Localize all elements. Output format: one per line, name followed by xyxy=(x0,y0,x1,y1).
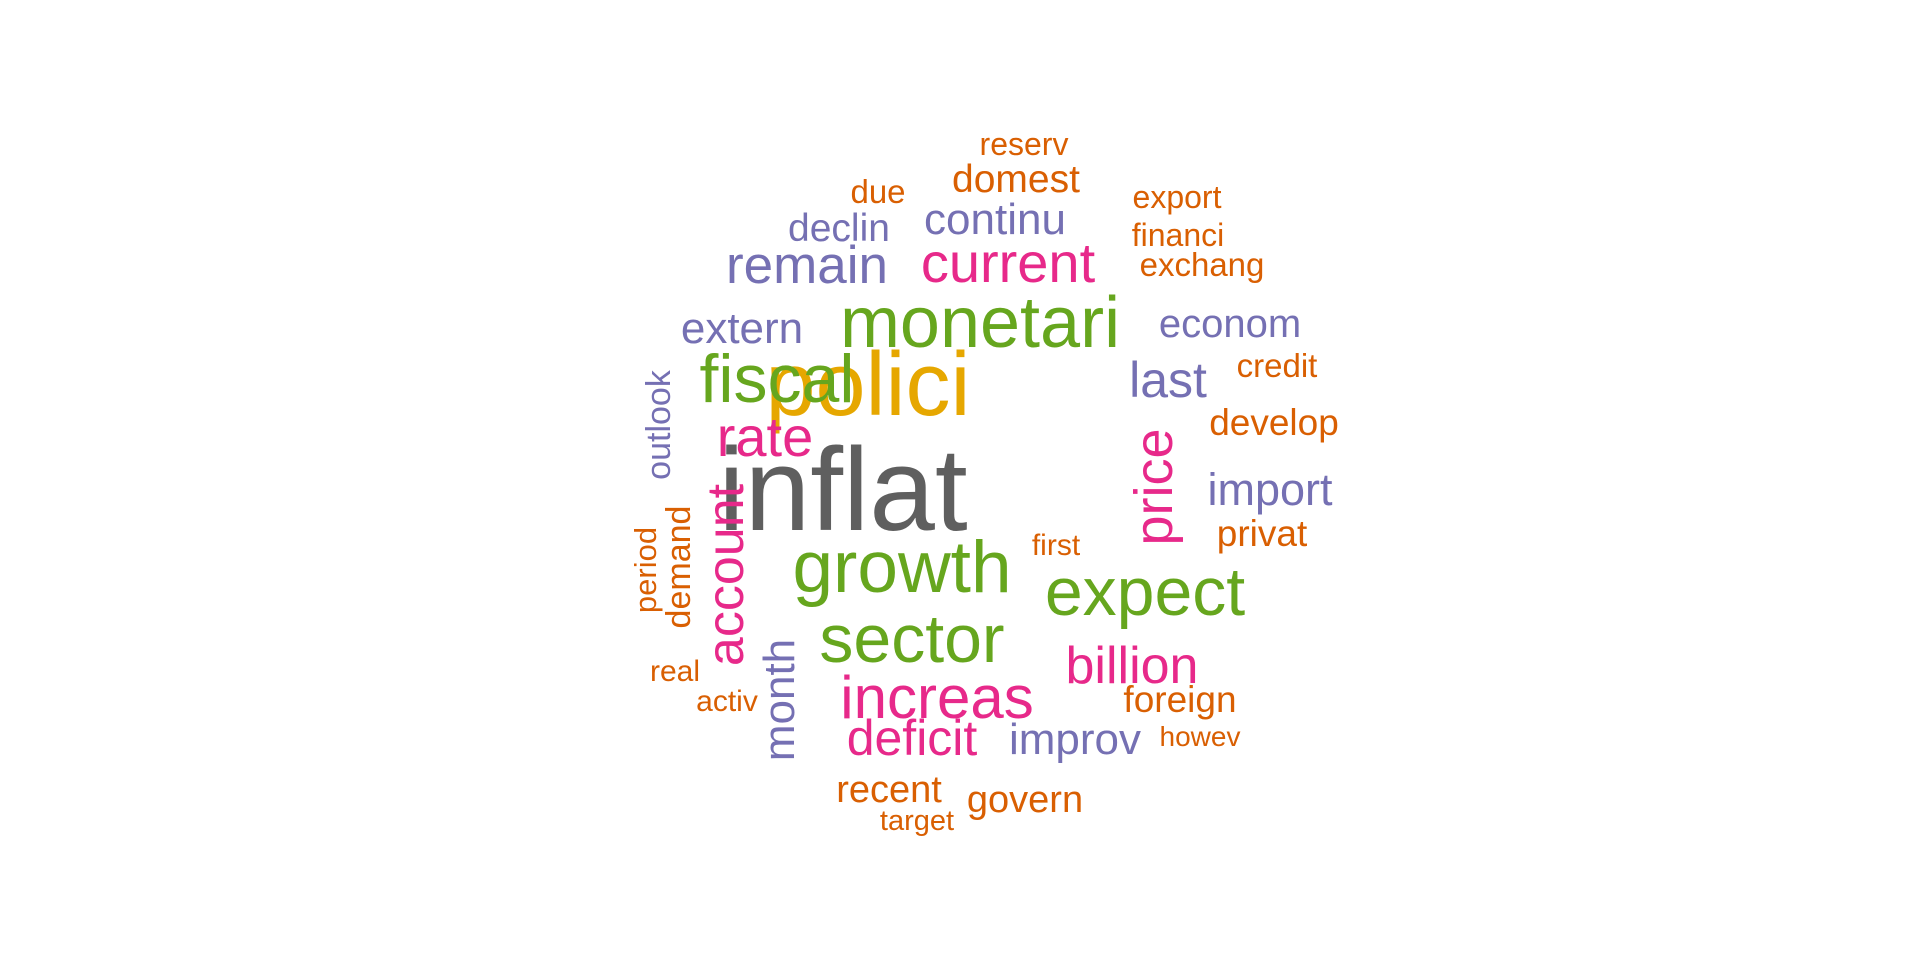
word-continu: continu xyxy=(924,195,1066,244)
word-period: period xyxy=(628,527,663,613)
word-account: account xyxy=(697,483,755,666)
word-improv: improv xyxy=(1009,715,1141,764)
word-first: first xyxy=(1032,529,1081,562)
word-remain: remain xyxy=(726,236,888,295)
word-increas: increas xyxy=(840,664,1033,731)
word-current: current xyxy=(921,231,1096,294)
word-inflat: inflat xyxy=(718,424,967,556)
word-sector: sector xyxy=(819,601,1004,677)
word-demand: demand xyxy=(660,506,698,629)
word-credit: credit xyxy=(1237,347,1318,384)
word-price: price xyxy=(1124,428,1184,545)
word-outlook: outlook xyxy=(640,369,678,480)
word-target: target xyxy=(880,805,954,837)
word-due: due xyxy=(850,173,905,210)
word-exchang: exchang xyxy=(1140,246,1265,283)
word-import: import xyxy=(1207,464,1333,515)
word-extern: extern xyxy=(681,304,803,353)
word-rate: rate xyxy=(717,405,814,468)
word-month: month xyxy=(755,639,804,761)
word-econom: econom xyxy=(1159,302,1301,346)
word-declin: declin xyxy=(788,207,890,250)
word-reserv: reserv xyxy=(980,126,1069,162)
word-develop: develop xyxy=(1209,402,1339,443)
word-last: last xyxy=(1129,352,1207,408)
word-billion: billion xyxy=(1066,637,1199,695)
word-activ: activ xyxy=(696,685,758,718)
word-expect: expect xyxy=(1045,554,1245,630)
word-real: real xyxy=(650,655,700,688)
word-govern: govern xyxy=(967,779,1083,821)
word-export: export xyxy=(1133,179,1222,215)
word-deficit: deficit xyxy=(847,710,978,766)
word-growth: growth xyxy=(792,527,1011,608)
word-privat: privat xyxy=(1217,513,1308,554)
word-polici: polici xyxy=(765,335,970,435)
word-howev: howev xyxy=(1160,721,1241,752)
word-fiscal: fiscal xyxy=(700,341,855,417)
word-monetari: monetari xyxy=(840,283,1120,363)
word-financi: financi xyxy=(1132,217,1225,253)
word-recent: recent xyxy=(836,769,942,811)
word-domest: domest xyxy=(952,158,1080,201)
word-foreign: foreign xyxy=(1123,679,1236,720)
